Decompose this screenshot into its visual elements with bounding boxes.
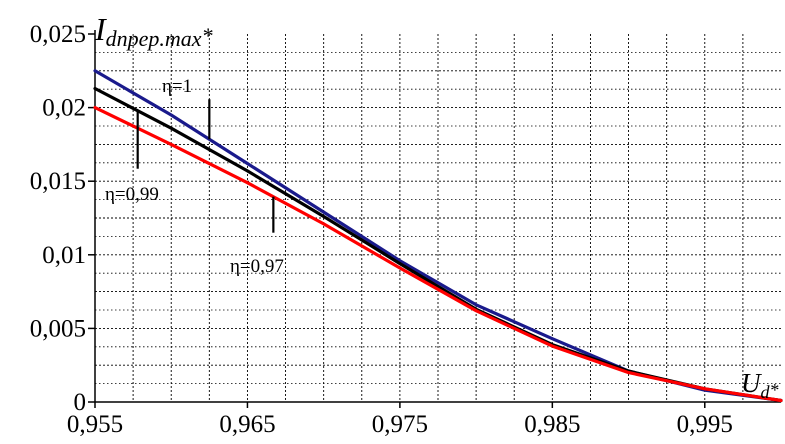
grid [95,34,781,402]
x-axis-label-sub: d [761,382,771,402]
series-annotation: η=0,99 [105,184,159,205]
x-axis-label: Ud* [741,368,779,402]
x-axis-label-suffix: * [770,380,779,400]
series-annotation: η=1 [162,76,192,97]
y-tick-label: 0,015 [30,168,86,195]
x-tick-label: 0,975 [372,411,428,438]
series-lines [93,69,783,403]
annotations: η=1 η=0,99 η=0,97 [105,76,284,277]
series-line [93,105,783,403]
y-axis-label-suffix: * [202,23,213,48]
x-tick-label: 0,965 [219,411,275,438]
y-tick-label: 0,005 [30,315,86,342]
x-tick-label: 0,985 [524,411,580,438]
axes [88,30,781,408]
y-tick-label: 0,02 [42,95,86,122]
y-axis-label-sub: dпрep.max [106,26,202,51]
tick-labels: 0 0,005 0,01 0,015 0,02 0,025 0,955 0,965 0,975 0… [30,21,733,438]
y-tick-label: 0,025 [30,21,86,48]
x-tick-label: 0,955 [67,411,123,438]
y-axis-label: Idпрep.max* [94,11,213,51]
y-tick-label: 0,01 [42,242,86,269]
x-axis-label-main: U [741,368,762,398]
y-tick-label: 0 [74,389,87,416]
series-annotation: η=0,97 [230,256,284,277]
y-axis-label-main: I [94,11,107,47]
x-tick-label: 0,995 [677,411,733,438]
